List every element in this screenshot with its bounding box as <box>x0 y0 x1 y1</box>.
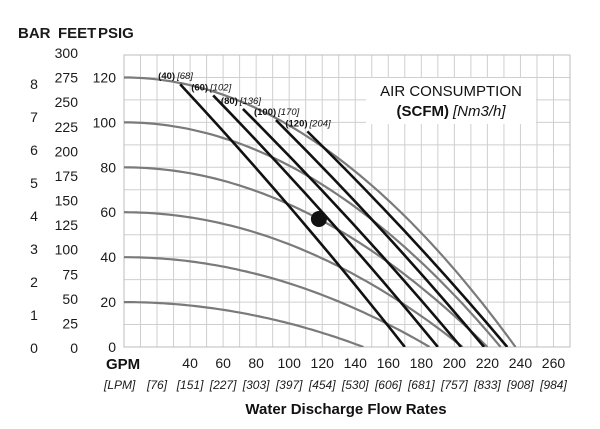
x-tick-gpm: 220 <box>476 355 500 371</box>
y-tick-psig: 200 <box>55 143 79 159</box>
air-nm3h-value: [102] <box>209 82 231 93</box>
air-consumption-line <box>275 119 486 347</box>
air-consumption-line <box>306 130 509 347</box>
y-tick-psig: 225 <box>55 119 79 135</box>
x-tick-gpm: 100 <box>278 355 302 371</box>
y-tick-psig: 175 <box>55 168 79 184</box>
x-tick-lpm: [397] <box>275 378 303 392</box>
x-unit-lpm: [LPM] <box>103 378 136 392</box>
air-scfm-value: (80) <box>221 96 238 107</box>
chart-title: AIR CONSUMPTION <box>380 83 522 100</box>
capacity-curve <box>124 211 464 347</box>
air-consumption-labels: (40) [68](60) [102] (80) [136](100) [170](120… <box>158 71 331 129</box>
subtitle-nm3h: [Nm3/h] <box>452 103 506 120</box>
x-tick-lpm: [984] <box>539 378 567 392</box>
y-tick-psig: 275 <box>55 70 79 86</box>
y-tick-feet: 100 <box>93 114 117 130</box>
x-tick-lpm: [530] <box>341 378 369 392</box>
x-tick-lpm: [908] <box>506 378 534 392</box>
y-tick-psig: 25 <box>62 315 78 331</box>
x-tick-lpm: [454] <box>308 378 336 392</box>
air-consumption-label: (40) [68] <box>158 71 193 82</box>
capacity-curve <box>124 166 489 347</box>
x-tick-gpm: 240 <box>509 355 533 371</box>
x-unit-gpm: GPM <box>106 356 140 373</box>
capacity-curve <box>124 256 431 347</box>
y-tick-psig: 0 <box>70 340 78 356</box>
x-tick-lpm: [151] <box>176 378 204 392</box>
y-tick-bar: 4 <box>30 208 38 224</box>
x-tick-lpm: [681] <box>407 378 435 392</box>
bar-axis-header: BAR <box>18 25 51 42</box>
operating-point-marker <box>310 210 327 227</box>
x-tick-gpm: 140 <box>344 355 368 371</box>
air-nm3h-value: [68] <box>176 71 193 82</box>
y-tick-bar: 5 <box>30 175 38 191</box>
x-tick-lpm: [227] <box>209 378 237 392</box>
chart-subtitle: (SCFM) [Nm3/h] <box>396 103 506 120</box>
y-tick-bar: 2 <box>30 274 38 290</box>
air-consumption-line <box>242 107 462 347</box>
y-axis-feet-labels: 120 100 80 60 40 20 0 <box>93 69 117 355</box>
y-tick-bar: 8 <box>30 76 38 92</box>
y-tick-feet: 120 <box>93 69 117 85</box>
x-tick-gpm: 80 <box>248 355 264 371</box>
x-axis-gpm-labels: 40 60 80 100 120 140 160 180 200 220 240 260 <box>182 355 565 371</box>
x-tick-lpm: [757] <box>440 378 468 392</box>
y-tick-bar: 6 <box>30 142 38 158</box>
x-tick-lpm: [606] <box>374 378 402 392</box>
air-consumption-label: (100) [170] <box>254 107 300 118</box>
x-tick-gpm: 180 <box>410 355 434 371</box>
feet-axis-header: FEET <box>58 25 96 42</box>
y-tick-feet: 0 <box>108 339 116 355</box>
air-consumption-line <box>179 83 406 347</box>
y-tick-bar: 7 <box>30 109 38 125</box>
y-tick-bar: 3 <box>30 241 38 257</box>
air-scfm-value: (60) <box>191 82 208 93</box>
x-axis-title: Water Discharge Flow Rates <box>245 401 446 418</box>
y-tick-psig: 100 <box>55 242 79 258</box>
air-consumption-label: (80) [136] <box>221 96 261 107</box>
x-tick-lpm: [833] <box>473 378 501 392</box>
air-consumption-label: (60) [102] <box>191 82 231 93</box>
x-tick-gpm: 60 <box>215 355 231 371</box>
y-tick-psig: 250 <box>55 94 79 110</box>
y-tick-bar: 1 <box>30 307 38 323</box>
subtitle-scfm: (SCFM) <box>396 103 449 120</box>
air-consumption-line <box>212 94 439 347</box>
legend-background <box>366 78 536 124</box>
y-tick-feet: 40 <box>100 249 116 265</box>
y-tick-psig: 125 <box>55 217 79 233</box>
air-consumption-label: (120) [204] <box>285 118 331 129</box>
air-nm3h-value: [170] <box>277 107 299 118</box>
air-scfm-value: (40) <box>158 71 175 82</box>
y-tick-bar: 0 <box>30 340 38 356</box>
x-tick-gpm: 40 <box>182 355 198 371</box>
x-tick-lpm: [76] <box>146 378 168 392</box>
y-tick-feet: 80 <box>100 159 116 175</box>
x-tick-lpm: [303] <box>242 378 270 392</box>
plot-frame <box>123 54 571 348</box>
y-tick-psig: 75 <box>62 266 78 282</box>
psig-axis-header: PSIG <box>98 25 134 42</box>
x-axis-lpm-labels: [76] [151] [227] [303] [397] [454] [530] [606] [… <box>146 378 567 392</box>
air-nm3h-value: [204] <box>309 118 331 129</box>
x-tick-gpm: 260 <box>542 355 566 371</box>
y-axis-bar-labels: 8 7 6 5 4 3 2 1 0 <box>30 76 38 356</box>
y-tick-feet: 20 <box>100 294 116 310</box>
y-tick-psig: 150 <box>55 193 79 209</box>
y-tick-psig: 300 <box>55 45 79 61</box>
air-consumption-lines <box>179 83 509 347</box>
air-nm3h-value: [136] <box>239 96 261 107</box>
x-tick-gpm: 160 <box>377 355 401 371</box>
y-tick-psig: 50 <box>62 291 78 307</box>
x-tick-gpm: 200 <box>443 355 467 371</box>
air-scfm-value: (120) <box>285 118 307 129</box>
y-tick-feet: 60 <box>100 204 116 220</box>
capacity-curve <box>124 301 364 347</box>
air-scfm-value: (100) <box>254 107 276 118</box>
x-tick-gpm: 120 <box>311 355 335 371</box>
